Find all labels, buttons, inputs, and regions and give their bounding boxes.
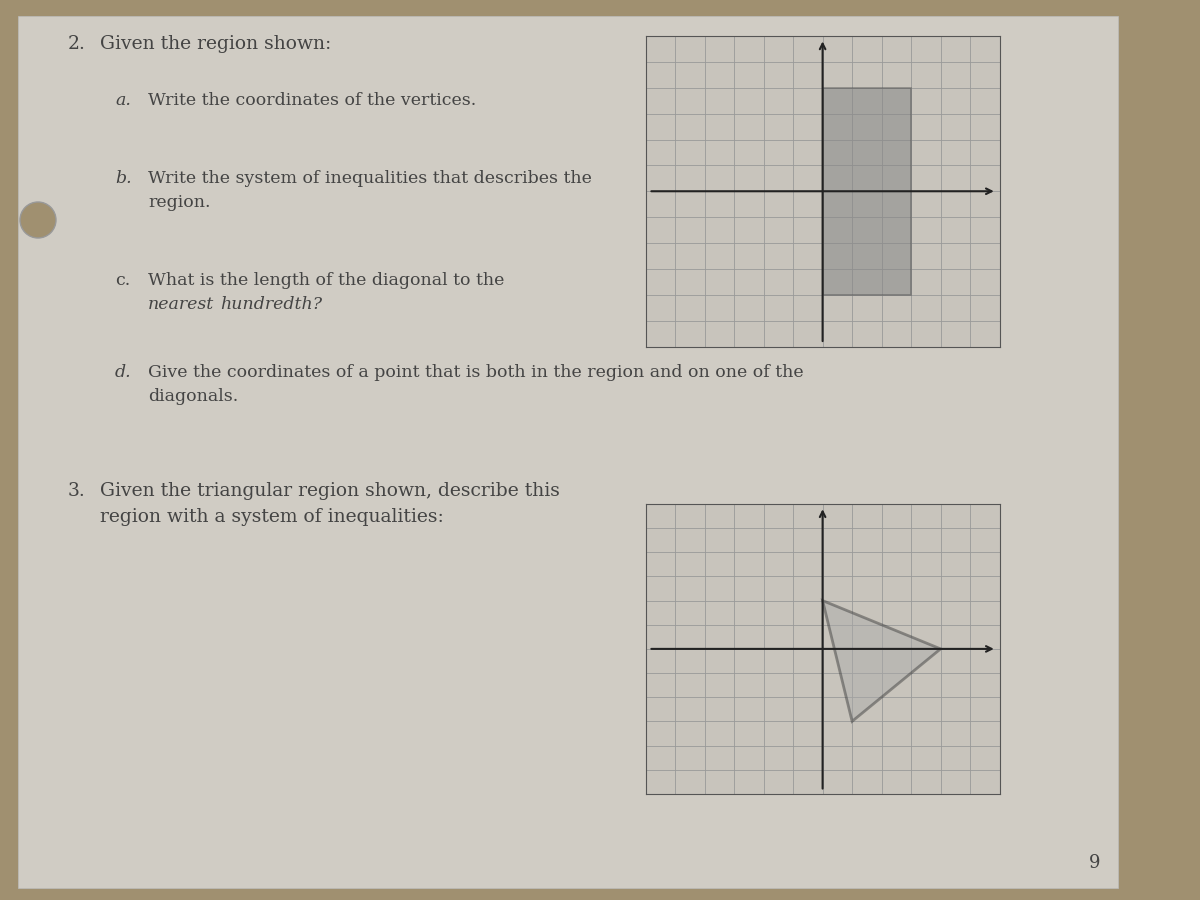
Text: region with a system of inequalities:: region with a system of inequalities: [100,508,444,526]
Text: Write the coordinates of the vertices.: Write the coordinates of the vertices. [148,92,476,109]
Text: diagonals.: diagonals. [148,388,239,405]
Text: Give the coordinates of a point that is both in the region and on one of the: Give the coordinates of a point that is … [148,364,804,381]
Circle shape [20,202,56,238]
Text: Given the region shown:: Given the region shown: [100,35,331,53]
Text: c.: c. [115,272,131,289]
Text: b.: b. [115,170,132,187]
Text: 9: 9 [1088,854,1100,872]
Polygon shape [823,600,941,722]
Text: hundredth?: hundredth? [220,296,322,313]
Text: a.: a. [115,92,131,109]
Text: 2.: 2. [68,35,86,53]
Text: 3.: 3. [68,482,85,500]
Text: d.: d. [115,364,132,381]
Text: What is the length of the diagonal to the: What is the length of the diagonal to th… [148,272,510,289]
Bar [823,88,911,295]
Text: nearest: nearest [148,296,215,313]
Text: Write the system of inequalities that describes the: Write the system of inequalities that de… [148,170,592,187]
Text: region.: region. [148,194,210,211]
Text: Given the triangular region shown, describe this: Given the triangular region shown, descr… [100,482,560,500]
